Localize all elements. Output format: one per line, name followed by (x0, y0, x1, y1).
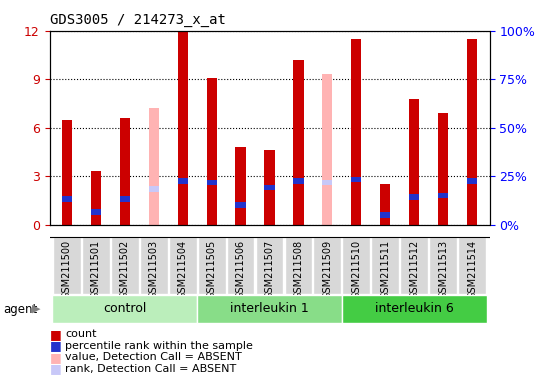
Bar (197, 295, 342, 323)
Bar (265, 185, 274, 190)
Text: ■: ■ (50, 362, 61, 375)
Bar (438, 193, 448, 199)
Bar (438, 113, 448, 225)
Text: ■: ■ (50, 339, 61, 352)
FancyBboxPatch shape (256, 237, 283, 294)
Text: ■: ■ (50, 351, 61, 364)
Bar (467, 178, 477, 184)
FancyBboxPatch shape (371, 237, 399, 294)
Bar (467, 39, 477, 225)
Text: GSM211507: GSM211507 (265, 240, 274, 299)
Text: GSM211512: GSM211512 (409, 240, 419, 299)
Bar (293, 60, 304, 225)
Text: GSM211509: GSM211509 (322, 240, 332, 299)
Bar (148, 186, 159, 192)
Text: value, Detection Call = ABSENT: value, Detection Call = ABSENT (65, 352, 241, 362)
Bar (322, 180, 332, 185)
Bar (52, 295, 197, 323)
Text: GSM211500: GSM211500 (62, 240, 72, 299)
Bar (120, 118, 130, 225)
FancyBboxPatch shape (53, 237, 81, 294)
FancyBboxPatch shape (314, 237, 342, 294)
FancyBboxPatch shape (343, 237, 370, 294)
Text: GSM211513: GSM211513 (438, 240, 448, 299)
FancyBboxPatch shape (197, 237, 225, 294)
Bar (235, 147, 246, 225)
Bar (293, 178, 304, 184)
Bar (120, 196, 130, 202)
Bar (235, 202, 246, 208)
Text: GSM211505: GSM211505 (207, 240, 217, 299)
Bar (91, 171, 101, 225)
FancyBboxPatch shape (82, 237, 109, 294)
Text: percentile rank within the sample: percentile rank within the sample (65, 341, 253, 351)
Bar (207, 180, 217, 185)
Bar (91, 209, 101, 215)
Text: interleukin 6: interleukin 6 (375, 302, 454, 315)
FancyBboxPatch shape (284, 237, 312, 294)
Bar (207, 78, 217, 225)
Bar (351, 177, 361, 182)
FancyBboxPatch shape (111, 237, 139, 294)
Text: ▶: ▶ (32, 304, 40, 314)
Text: control: control (103, 302, 146, 315)
Bar (148, 108, 159, 225)
Text: GDS3005 / 214273_x_at: GDS3005 / 214273_x_at (50, 13, 225, 27)
FancyBboxPatch shape (227, 237, 255, 294)
Text: interleukin 1: interleukin 1 (230, 302, 309, 315)
Text: agent: agent (3, 303, 37, 316)
Bar (322, 74, 332, 225)
Text: GSM211501: GSM211501 (91, 240, 101, 299)
Bar (62, 196, 72, 202)
Text: GSM211508: GSM211508 (294, 240, 304, 299)
Bar (409, 194, 419, 200)
FancyBboxPatch shape (430, 237, 457, 294)
FancyBboxPatch shape (400, 237, 428, 294)
Text: GSM211506: GSM211506 (235, 240, 245, 299)
FancyBboxPatch shape (458, 237, 486, 294)
Text: GSM211504: GSM211504 (178, 240, 188, 299)
Text: GSM211511: GSM211511 (380, 240, 390, 299)
Bar (409, 99, 419, 225)
Text: GSM211510: GSM211510 (351, 240, 361, 299)
Text: GSM211503: GSM211503 (148, 240, 159, 299)
Text: rank, Detection Call = ABSENT: rank, Detection Call = ABSENT (65, 364, 236, 374)
FancyBboxPatch shape (169, 237, 196, 294)
Bar (380, 212, 390, 218)
Bar (351, 39, 361, 225)
Text: GSM211514: GSM211514 (467, 240, 477, 299)
Text: GSM211502: GSM211502 (120, 240, 130, 299)
Text: ■: ■ (50, 328, 61, 341)
Bar (342, 295, 487, 323)
Bar (178, 32, 188, 225)
Text: count: count (65, 329, 96, 339)
Bar (380, 184, 390, 225)
Bar (265, 150, 274, 225)
FancyBboxPatch shape (140, 237, 168, 294)
Bar (178, 178, 188, 184)
Bar (62, 119, 72, 225)
